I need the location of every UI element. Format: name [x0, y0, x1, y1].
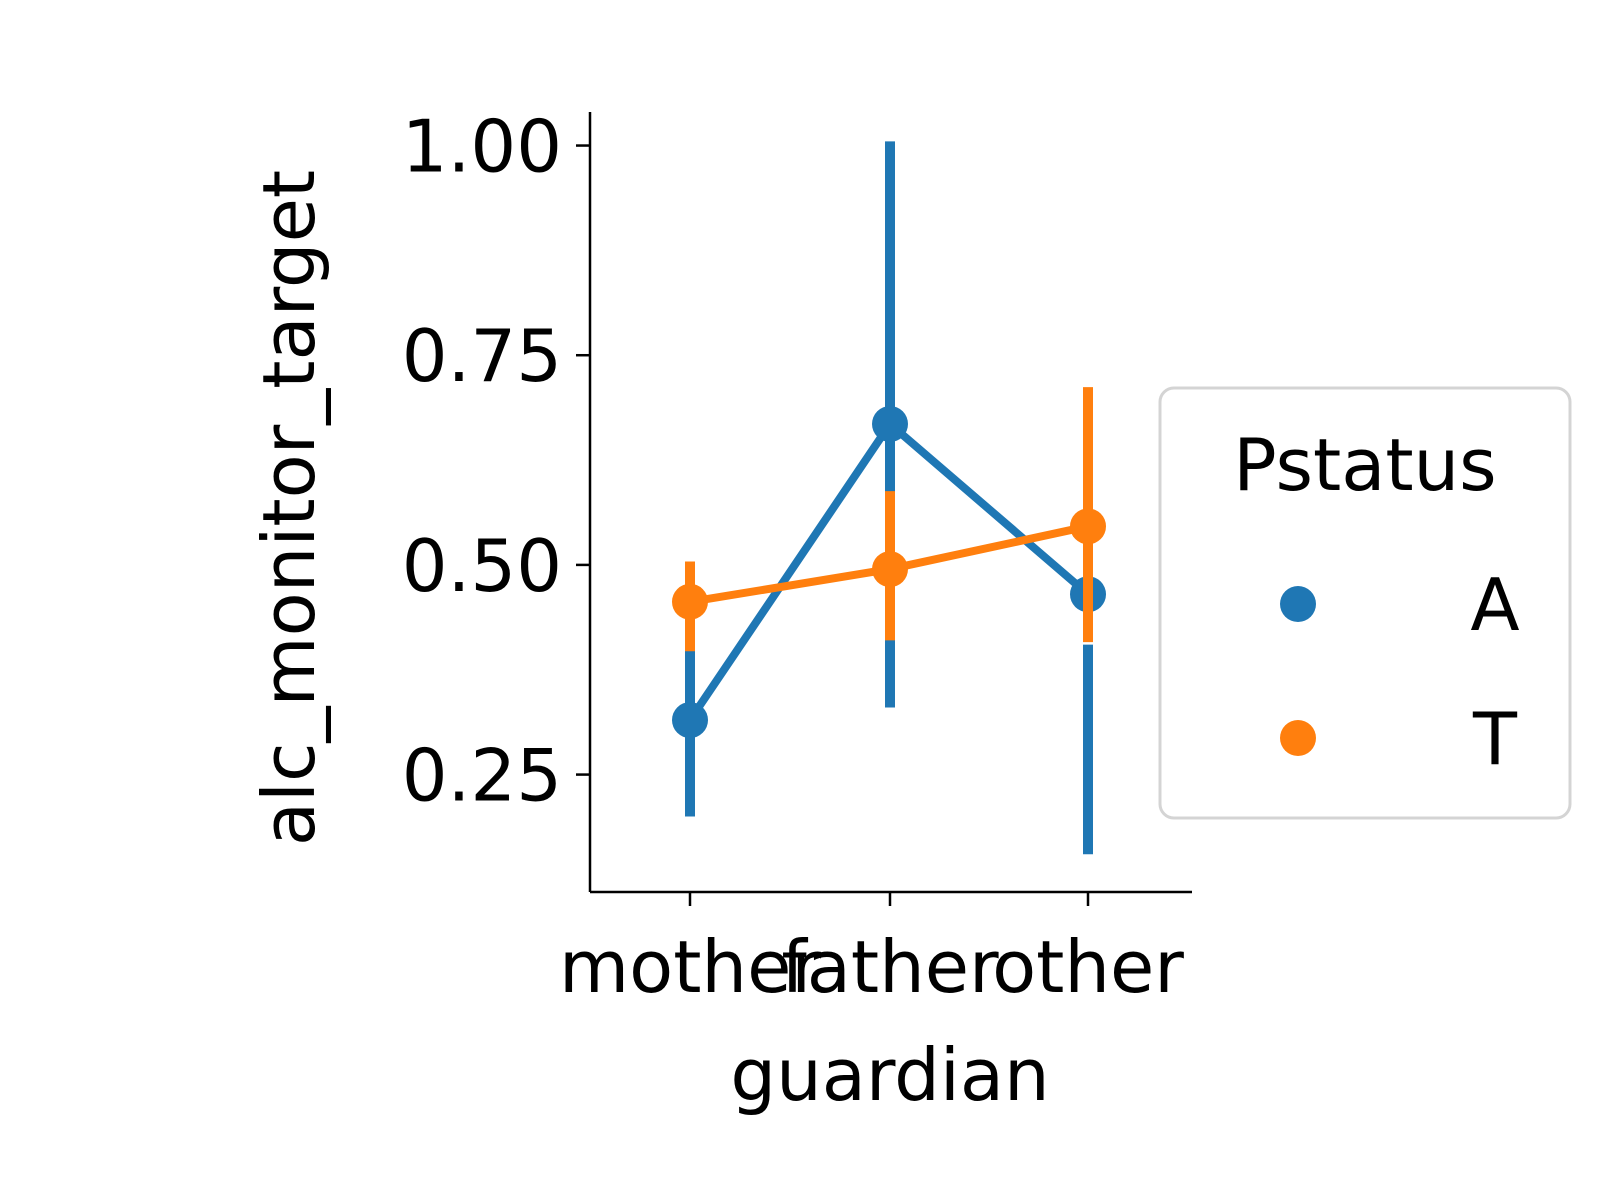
legend-marker-A [1280, 586, 1316, 622]
y-tick-label: 1.00 [402, 105, 562, 189]
legend-title: Pstatus [1233, 423, 1496, 507]
x-axis-label: guardian [730, 1033, 1049, 1117]
legend-items: AT [1280, 563, 1520, 781]
legend-label-A: A [1470, 563, 1519, 647]
point-A-father [872, 406, 908, 442]
point-A-mother [672, 702, 708, 739]
x-tick-label-mother: mother [559, 925, 821, 1009]
x-tick-label-father: father [781, 925, 999, 1009]
y-tick-label: 0.75 [402, 314, 562, 398]
legend-marker-T [1280, 720, 1316, 756]
x-tick-label-other: other [992, 925, 1184, 1009]
legend-label-T: T [1472, 697, 1518, 781]
legend-frame [1158, 386, 1572, 820]
y-tick-label: 0.25 [402, 734, 562, 818]
y-tick-label: 0.50 [402, 524, 562, 608]
point-T-mother [672, 583, 708, 620]
point-T-father [872, 551, 908, 588]
point-T-other [1070, 508, 1106, 545]
legend: Pstatus AT [1158, 386, 1572, 820]
y-axis-label: alc_monitor_target [247, 170, 331, 846]
plot-area [672, 141, 1106, 855]
series-T [672, 387, 1106, 652]
